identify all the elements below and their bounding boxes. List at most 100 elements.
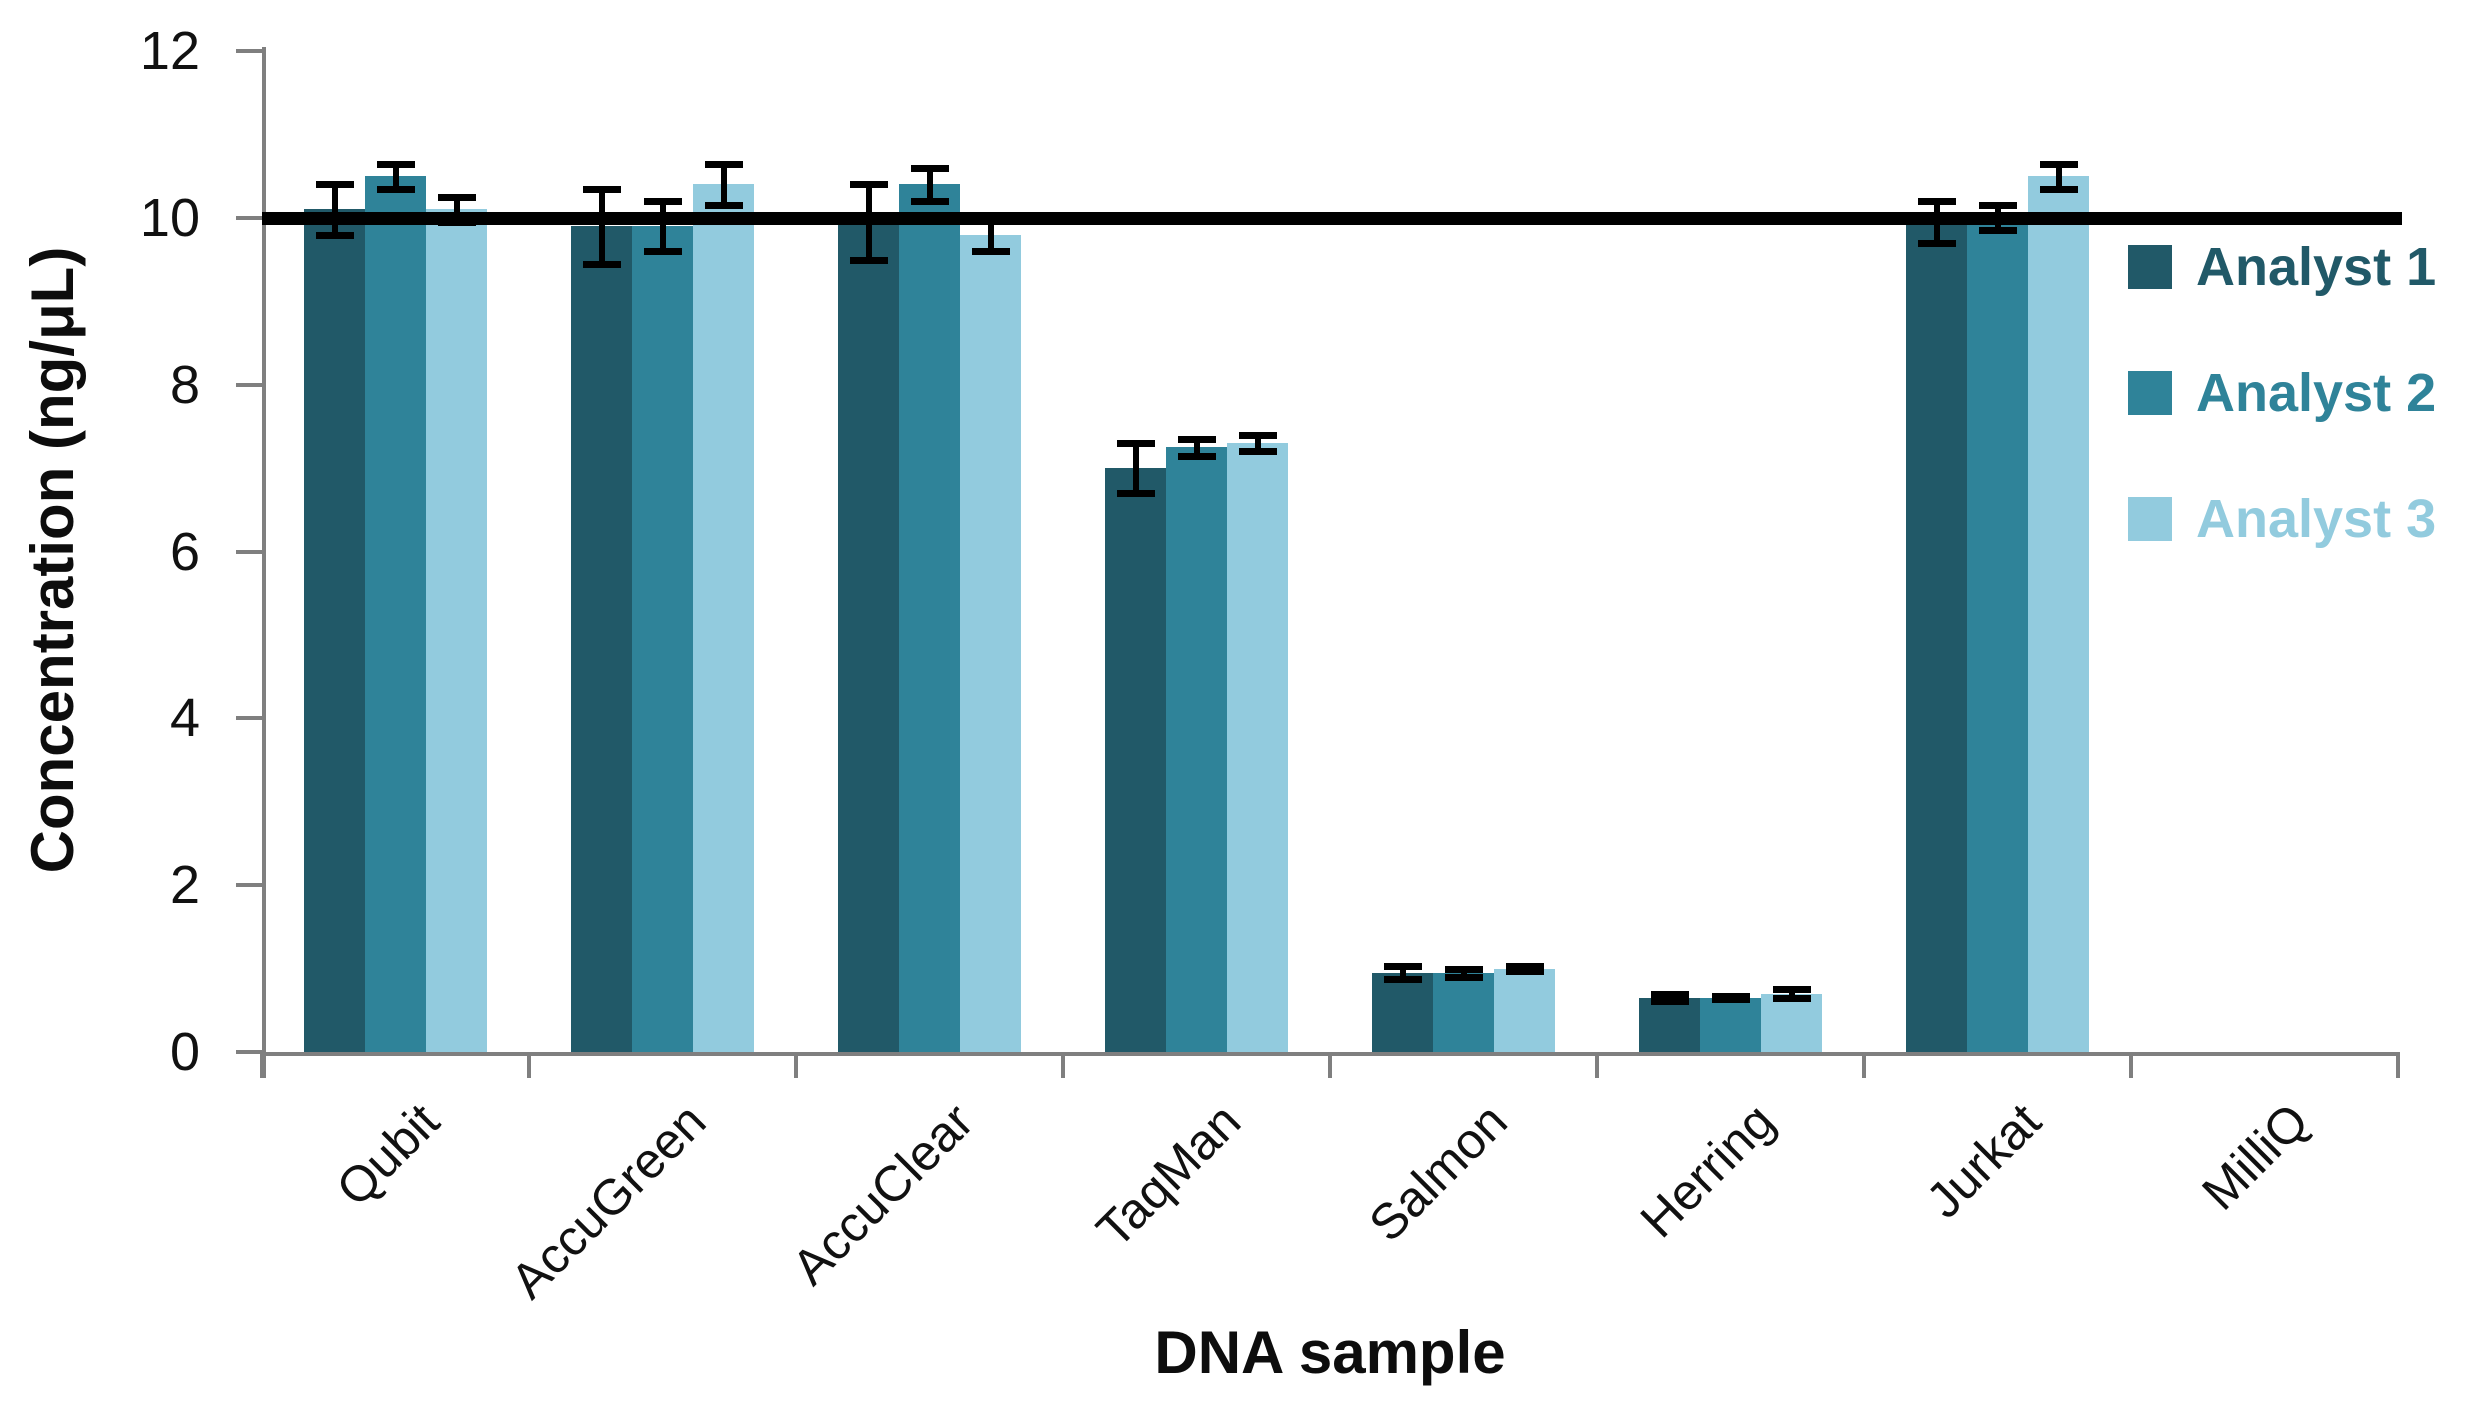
error-bar-top-cap (376, 160, 415, 168)
y-tick-mark (236, 1050, 262, 1054)
bar-analyst3-taqman (1227, 443, 1288, 1052)
error-bar-top-cap (2039, 160, 2078, 168)
x-tick-mark (1061, 1052, 1065, 1078)
bar-analyst3-jurkat (2028, 176, 2089, 1052)
error-bar-bottom-cap (704, 202, 743, 210)
category-label-herring: Herring (1629, 1092, 1785, 1249)
error-bar-bottom-cap (376, 185, 415, 193)
error-bar-bottom-cap (1177, 452, 1216, 460)
error-bar-bottom-cap (1444, 973, 1483, 981)
error-bar-bottom-cap (643, 248, 682, 256)
error-bar-top-cap (1116, 440, 1155, 448)
y-tick-mark (236, 382, 262, 387)
error-bar-stem (987, 214, 994, 256)
y-tick-mark (236, 549, 262, 554)
error-bar (704, 160, 743, 210)
error-bar-bottom-cap (1978, 227, 2017, 235)
error-bar-bottom-cap (1711, 996, 1750, 1004)
legend-swatch-icon (2128, 371, 2172, 415)
error-bar-top-cap (1650, 991, 1689, 999)
error-bar (1444, 965, 1483, 981)
bar-analyst1-herring (1639, 997, 1700, 1052)
y-tick-label: 4 (169, 688, 200, 749)
error-bar-stem (453, 193, 460, 226)
legend-label: Analyst 1 (2196, 237, 2437, 297)
bar-analyst2-accuclear (899, 184, 960, 1052)
error-bar-stem (1254, 431, 1261, 456)
x-tick-mark (2129, 1052, 2133, 1078)
error-bar-stem (1460, 965, 1467, 981)
bar-analyst1-salmon (1372, 972, 1433, 1052)
legend-swatch-icon (2128, 245, 2172, 289)
bar-analyst1-jurkat (1906, 222, 1967, 1052)
error-bar (2039, 160, 2078, 193)
error-bar-bottom-cap (849, 256, 888, 264)
error-bar-bottom-cap (582, 260, 621, 268)
y-axis-line (262, 47, 266, 1078)
error-bar (376, 160, 415, 193)
error-bar-top-cap (1238, 431, 1277, 439)
error-bar-top-cap (1444, 965, 1483, 973)
x-tick-mark (794, 1052, 798, 1078)
error-bar-bottom-cap (1116, 490, 1155, 498)
x-tick-mark (1862, 1052, 1866, 1078)
error-bar-stem (1399, 963, 1406, 984)
category-label-jurkat: Jurkat (1915, 1092, 2052, 1229)
legend-row-analyst1: Analyst 1 (2128, 240, 2436, 294)
y-tick-label: 12 (139, 21, 200, 81)
x-tick-mark (1595, 1052, 1599, 1078)
error-bar-bottom-cap (910, 198, 949, 206)
bar-analyst1-accuclear (838, 222, 899, 1052)
error-bar-bottom-cap (971, 248, 1010, 256)
y-tick-mark (236, 215, 262, 220)
error-bar (910, 164, 949, 206)
error-bar-bottom-cap (1383, 976, 1422, 984)
bar-analyst3-qubit (426, 209, 487, 1052)
bar-analyst2-qubit (365, 176, 426, 1052)
error-bar-top-cap (910, 164, 949, 172)
error-bar (1238, 431, 1277, 456)
x-tick-mark (527, 1052, 531, 1078)
legend-label: Analyst 2 (2196, 363, 2437, 423)
y-tick-label: 10 (139, 187, 200, 248)
error-bar-bottom-cap (1772, 994, 1811, 1002)
error-bar-stem (1132, 440, 1139, 498)
error-bar-top-cap (1978, 202, 2017, 210)
legend-row-analyst2: Analyst 2 (2128, 366, 2436, 420)
error-bar-bottom-cap (2039, 185, 2078, 193)
y-tick-mark (236, 49, 262, 53)
error-bar (582, 185, 621, 268)
y-tick-label: 8 (169, 354, 200, 415)
x-axis-title: DNA sample (1154, 1319, 1506, 1386)
error-bar-stem (1193, 435, 1200, 460)
x-tick-mark (1328, 1052, 1332, 1078)
error-bar-stem (1788, 986, 1795, 1002)
error-bar (315, 181, 354, 239)
error-bar-stem (720, 160, 727, 210)
bar-analyst3-accuclear (960, 234, 1021, 1052)
error-bar-top-cap (1917, 198, 1956, 206)
error-bar-stem (331, 181, 338, 239)
error-bar (1772, 986, 1811, 1002)
error-bar (1711, 993, 1750, 1004)
error-bar-stem (659, 198, 666, 256)
bar-analyst2-herring (1700, 997, 1761, 1052)
category-label-accugreen: AccuGreen (500, 1092, 717, 1310)
bar-analyst3-herring (1761, 993, 1822, 1052)
x-tick-mark (2396, 1052, 2400, 1078)
legend-row-analyst3: Analyst 3 (2128, 492, 2436, 546)
legend: Analyst 1 Analyst 2 Analyst 3 (2128, 240, 2436, 618)
error-bar-top-cap (582, 185, 621, 193)
error-bar (1650, 991, 1689, 1006)
error-bar-top-cap (1772, 986, 1811, 994)
category-label-qubit: Qubit (325, 1092, 450, 1217)
error-bar-stem (598, 185, 605, 268)
bar-analyst2-jurkat (1967, 217, 2028, 1052)
error-bar (1177, 435, 1216, 460)
error-bar-top-cap (315, 181, 354, 189)
error-bar-bottom-cap (1505, 968, 1544, 976)
y-tick-mark (236, 883, 262, 888)
bar-analyst1-qubit (304, 209, 365, 1052)
error-bar (1383, 963, 1422, 984)
